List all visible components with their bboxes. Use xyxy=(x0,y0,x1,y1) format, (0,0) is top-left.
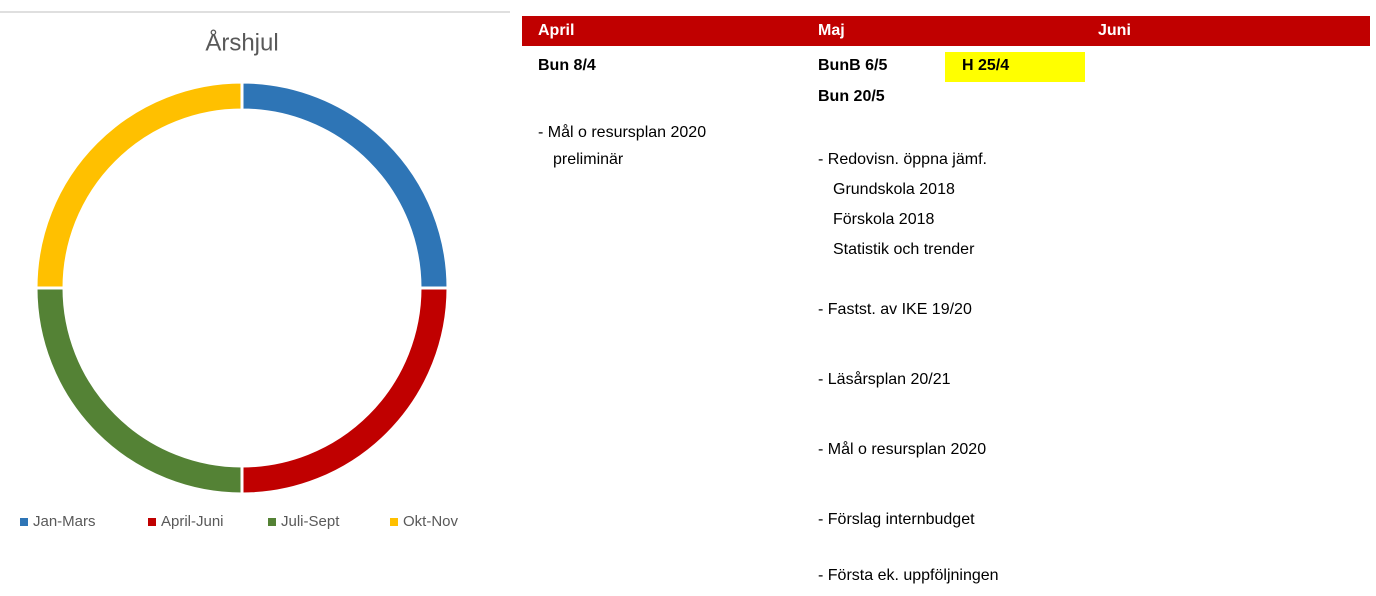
donut-segment xyxy=(34,286,244,496)
donut-segment xyxy=(240,286,450,496)
donut-segment xyxy=(34,80,244,290)
legend-label: Juli-Sept xyxy=(281,513,340,530)
meeting: Bun 8/4 xyxy=(538,57,596,74)
item: - Mål o resursplan 2020 xyxy=(818,441,987,458)
item: Grundskola 2018 xyxy=(833,181,955,198)
item: Statistik och trender xyxy=(833,241,975,258)
header-bar xyxy=(522,16,1370,46)
chart-title: Årshjul xyxy=(205,28,278,56)
meeting: BunB 6/5 xyxy=(818,57,888,74)
highlight-cell xyxy=(945,52,1085,82)
donut-segment xyxy=(240,80,450,290)
legend-label: Jan-Mars xyxy=(33,513,96,530)
header: April xyxy=(538,22,575,39)
item: preliminär xyxy=(553,151,624,168)
header: Juni xyxy=(1098,22,1131,39)
item: Förskola 2018 xyxy=(833,211,935,228)
item: - Mål o resursplan 2020 xyxy=(538,124,707,141)
item: - Första ek. uppföljningen xyxy=(818,567,999,584)
legend-swatch xyxy=(268,518,276,526)
highlight: H 25/4 xyxy=(962,57,1010,74)
legend-swatch xyxy=(148,518,156,526)
legend-swatch xyxy=(390,518,398,526)
meeting: Bun 20/5 xyxy=(818,88,885,105)
chart: Årshjul Jan-Mars April-Juni Juli-Sept Okt-N… xyxy=(0,11,510,530)
item: - Fastst. av IKE 19/20 xyxy=(818,301,972,318)
legend-label: April-Juni xyxy=(161,513,224,530)
item: - Läsårsplan 20/21 xyxy=(818,371,951,388)
item: - Redovisn. öppna jämf. xyxy=(818,151,987,168)
legend-swatch xyxy=(20,518,28,526)
item: - Förslag internbudget xyxy=(818,511,975,528)
legend-label: Okt-Nov xyxy=(403,513,459,530)
header: Maj xyxy=(818,22,845,39)
